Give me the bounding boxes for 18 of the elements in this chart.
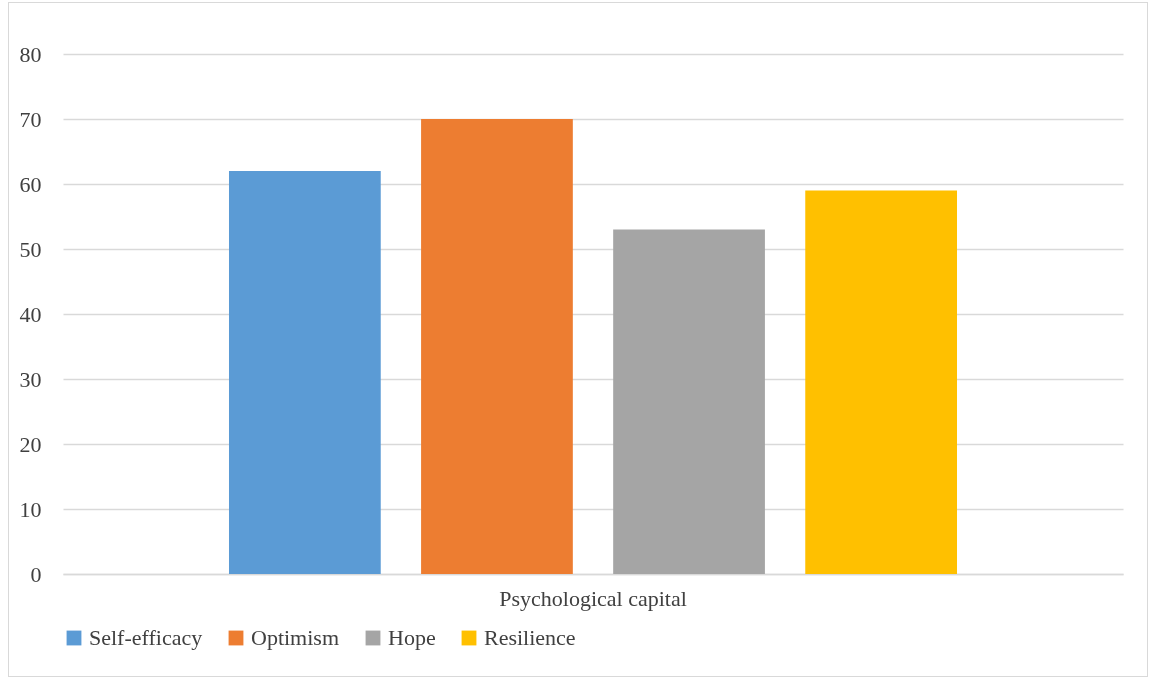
y-tick-label: 60 (19, 171, 42, 197)
legend-label: Optimism (251, 625, 340, 650)
bar (613, 229, 765, 574)
y-tick-label: 80 (19, 41, 42, 67)
y-tick-label: 0 (30, 561, 42, 587)
y-tick-label: 50 (19, 236, 42, 262)
y-tick-label: 20 (19, 431, 42, 457)
x-tick-label: Psychological capital (499, 585, 687, 611)
y-tick-label: 30 (19, 366, 42, 392)
bar (805, 190, 958, 574)
bar (421, 119, 573, 574)
y-tick-label: 10 (19, 496, 42, 522)
y-tick-label: 70 (19, 106, 42, 132)
bar (228, 171, 381, 574)
y-tick-label: 40 (19, 301, 42, 327)
legend-label: Hope (388, 625, 436, 650)
legend-label: Resilience (484, 625, 576, 650)
legend-label: Self-efficacy (89, 625, 203, 650)
